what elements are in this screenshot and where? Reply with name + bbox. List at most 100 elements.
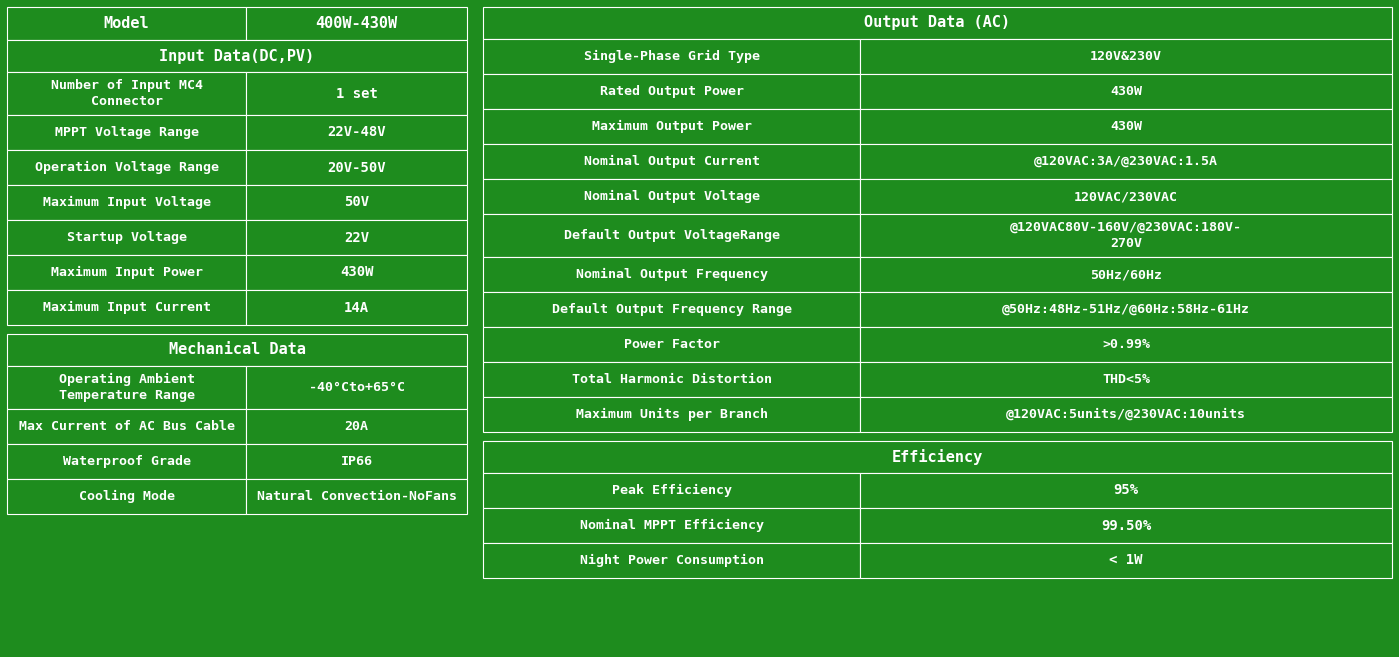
FancyBboxPatch shape	[7, 444, 246, 479]
FancyBboxPatch shape	[246, 150, 467, 185]
FancyBboxPatch shape	[860, 327, 1392, 362]
FancyBboxPatch shape	[7, 366, 246, 409]
FancyBboxPatch shape	[860, 508, 1392, 543]
Text: @120VAC:5units/@230VAC:10units: @120VAC:5units/@230VAC:10units	[1006, 408, 1247, 421]
FancyBboxPatch shape	[246, 255, 467, 290]
FancyBboxPatch shape	[483, 508, 860, 543]
FancyBboxPatch shape	[483, 7, 1392, 39]
Text: Nominal Output Frequency: Nominal Output Frequency	[575, 268, 768, 281]
Text: 430W: 430W	[340, 265, 374, 279]
Text: Nominal MPPT Efficiency: Nominal MPPT Efficiency	[579, 519, 764, 532]
Text: Maximum Output Power: Maximum Output Power	[592, 120, 751, 133]
Text: Default Output Frequency Range: Default Output Frequency Range	[551, 303, 792, 316]
FancyBboxPatch shape	[246, 444, 467, 479]
FancyBboxPatch shape	[860, 257, 1392, 292]
FancyBboxPatch shape	[483, 292, 860, 327]
FancyBboxPatch shape	[7, 479, 246, 514]
FancyBboxPatch shape	[7, 185, 246, 220]
Text: @120VAC80V-160V/@230VAC:180V-
270V: @120VAC80V-160V/@230VAC:180V- 270V	[1010, 221, 1242, 250]
Text: Maximum Input Power: Maximum Input Power	[50, 266, 203, 279]
FancyBboxPatch shape	[246, 409, 467, 444]
Text: >0.99%: >0.99%	[1102, 338, 1150, 351]
Text: 20V-50V: 20V-50V	[327, 160, 386, 175]
FancyBboxPatch shape	[860, 473, 1392, 508]
Text: Number of Input MC4
Connector: Number of Input MC4 Connector	[50, 79, 203, 108]
Text: 22V: 22V	[344, 231, 369, 244]
Text: Efficiency: Efficiency	[893, 449, 983, 465]
FancyBboxPatch shape	[246, 290, 467, 325]
FancyBboxPatch shape	[860, 362, 1392, 397]
Text: MPPT Voltage Range: MPPT Voltage Range	[55, 126, 199, 139]
FancyBboxPatch shape	[483, 179, 860, 214]
FancyBboxPatch shape	[246, 366, 467, 409]
Text: Nominal Output Current: Nominal Output Current	[583, 155, 760, 168]
FancyBboxPatch shape	[246, 72, 467, 115]
Text: IP66: IP66	[340, 455, 372, 468]
FancyBboxPatch shape	[483, 144, 860, 179]
FancyBboxPatch shape	[483, 257, 860, 292]
Text: 95%: 95%	[1114, 484, 1139, 497]
Text: @50Hz:48Hz-51Hz/@60Hz:58Hz-61Hz: @50Hz:48Hz-51Hz/@60Hz:58Hz-61Hz	[1002, 303, 1251, 316]
Text: Max Current of AC Bus Cable: Max Current of AC Bus Cable	[18, 420, 235, 433]
Text: Waterproof Grade: Waterproof Grade	[63, 455, 190, 468]
Text: -40°Cto+65°C: -40°Cto+65°C	[309, 381, 404, 394]
FancyBboxPatch shape	[7, 150, 246, 185]
FancyBboxPatch shape	[7, 255, 246, 290]
FancyBboxPatch shape	[7, 7, 246, 40]
Text: 400W-430W: 400W-430W	[316, 16, 397, 31]
FancyBboxPatch shape	[246, 479, 467, 514]
FancyBboxPatch shape	[860, 543, 1392, 578]
Text: 430W: 430W	[1111, 85, 1142, 98]
FancyBboxPatch shape	[246, 115, 467, 150]
FancyBboxPatch shape	[246, 220, 467, 255]
FancyBboxPatch shape	[7, 40, 467, 72]
Text: 22V-48V: 22V-48V	[327, 125, 386, 139]
FancyBboxPatch shape	[7, 290, 246, 325]
Text: Natural Convection-NoFans: Natural Convection-NoFans	[256, 490, 456, 503]
Text: 1 set: 1 set	[336, 87, 378, 101]
FancyBboxPatch shape	[246, 7, 467, 40]
Text: Total Harmonic Distortion: Total Harmonic Distortion	[572, 373, 772, 386]
FancyBboxPatch shape	[860, 214, 1392, 257]
Text: Operation Voltage Range: Operation Voltage Range	[35, 161, 218, 174]
Text: 430W: 430W	[1111, 120, 1142, 133]
Text: Nominal Output Voltage: Nominal Output Voltage	[583, 190, 760, 203]
Text: 99.50%: 99.50%	[1101, 518, 1151, 533]
FancyBboxPatch shape	[7, 72, 246, 115]
FancyBboxPatch shape	[860, 397, 1392, 432]
Text: Default Output VoltageRange: Default Output VoltageRange	[564, 229, 779, 242]
FancyBboxPatch shape	[860, 74, 1392, 109]
Text: THD<5%: THD<5%	[1102, 373, 1150, 386]
FancyBboxPatch shape	[483, 74, 860, 109]
FancyBboxPatch shape	[860, 109, 1392, 144]
FancyBboxPatch shape	[7, 115, 246, 150]
Text: Maximum Input Voltage: Maximum Input Voltage	[42, 196, 211, 209]
Text: Startup Voltage: Startup Voltage	[67, 231, 186, 244]
Text: 20A: 20A	[344, 420, 368, 433]
Text: Maximum Units per Branch: Maximum Units per Branch	[575, 408, 768, 421]
FancyBboxPatch shape	[483, 543, 860, 578]
Text: Rated Output Power: Rated Output Power	[600, 85, 744, 98]
Text: Operating Ambient
Temperature Range: Operating Ambient Temperature Range	[59, 373, 194, 402]
FancyBboxPatch shape	[7, 334, 467, 366]
Text: Input Data(DC,PV): Input Data(DC,PV)	[159, 49, 315, 64]
FancyBboxPatch shape	[7, 409, 246, 444]
Text: 120V&230V: 120V&230V	[1090, 50, 1163, 63]
Text: 50V: 50V	[344, 196, 369, 210]
Text: Single-Phase Grid Type: Single-Phase Grid Type	[583, 50, 760, 63]
Text: Peak Efficiency: Peak Efficiency	[611, 484, 732, 497]
FancyBboxPatch shape	[860, 39, 1392, 74]
FancyBboxPatch shape	[860, 292, 1392, 327]
FancyBboxPatch shape	[246, 185, 467, 220]
Text: 120VAC/230VAC: 120VAC/230VAC	[1074, 190, 1178, 203]
FancyBboxPatch shape	[483, 441, 1392, 473]
FancyBboxPatch shape	[7, 220, 246, 255]
Text: 14A: 14A	[344, 300, 369, 315]
FancyBboxPatch shape	[483, 362, 860, 397]
Text: @120VAC:3A/@230VAC:1.5A: @120VAC:3A/@230VAC:1.5A	[1034, 155, 1219, 168]
Text: Maximum Input Current: Maximum Input Current	[42, 301, 211, 314]
FancyBboxPatch shape	[483, 39, 860, 74]
Text: Mechanical Data: Mechanical Data	[168, 342, 305, 357]
FancyBboxPatch shape	[860, 144, 1392, 179]
FancyBboxPatch shape	[483, 214, 860, 257]
